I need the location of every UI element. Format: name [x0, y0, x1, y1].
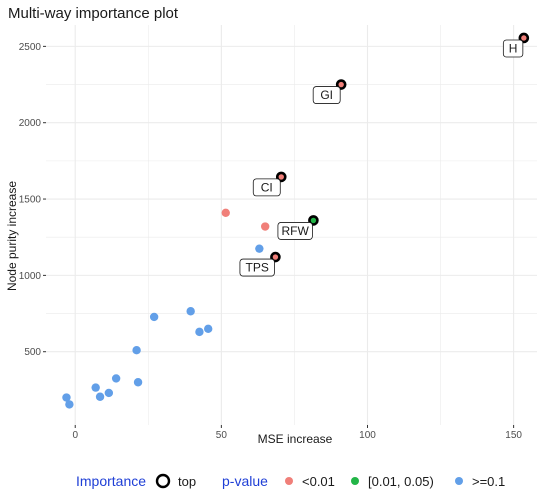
data-point-top	[518, 32, 530, 44]
data-point	[104, 388, 114, 398]
legend-importance-title: Importance	[76, 473, 146, 489]
point-label: CI	[261, 180, 273, 194]
y-tick-label: 1000	[19, 271, 42, 282]
y-axis-title: Node purity increase	[5, 181, 19, 291]
label-box	[239, 258, 275, 277]
data-point-top	[275, 171, 287, 183]
data-point	[195, 327, 204, 337]
point-label: H	[509, 41, 518, 55]
data-point	[260, 222, 270, 231]
axis-ticks: 0 50 100 150 500 1000 1500 2000 2500	[19, 42, 523, 441]
data-point	[186, 307, 195, 316]
legend-label-lt001: <0.01	[302, 474, 335, 489]
point-labels: H GI CI RFW TPS	[239, 39, 524, 277]
chart-title: Multi-way importance plot	[8, 5, 179, 22]
y-tick-label: 500	[24, 347, 41, 358]
data-point	[133, 378, 143, 387]
x-tick-label: 150	[505, 430, 522, 441]
data-points	[62, 32, 530, 409]
label-box	[277, 222, 313, 240]
legend-label-ge01: >=0.1	[472, 474, 505, 489]
data-point	[95, 392, 105, 401]
data-point	[221, 208, 230, 217]
legend-top-key	[155, 473, 171, 489]
data-point-top	[270, 251, 281, 263]
x-tick-label: 0	[72, 430, 78, 441]
legend-key-001-005	[351, 477, 359, 485]
label-box	[312, 86, 341, 104]
data-point-top	[335, 79, 347, 90]
data-point	[111, 374, 121, 383]
data-point	[149, 312, 159, 322]
data-point	[91, 383, 100, 392]
data-point	[204, 324, 213, 334]
point-label: GI	[320, 88, 333, 102]
x-tick-label: 100	[359, 430, 376, 441]
data-point-top	[308, 215, 319, 226]
legend-top-label: top	[178, 474, 196, 489]
data-point	[255, 244, 264, 253]
legend: Importance top p-value <0.01 [0.01, 0.05…	[76, 473, 505, 489]
data-point	[65, 400, 74, 409]
point-label: RFW	[282, 224, 310, 238]
data-point	[132, 345, 141, 355]
label-box	[502, 39, 524, 58]
legend-key-ge01	[455, 477, 463, 485]
y-tick-label: 2000	[19, 118, 42, 129]
x-axis-title: MSE increase	[258, 432, 333, 446]
legend-pvalue-title: p-value	[222, 473, 268, 489]
y-tick-label: 1500	[19, 195, 42, 206]
legend-key-lt001	[285, 477, 293, 485]
y-tick-label: 2500	[19, 42, 42, 53]
data-point	[62, 393, 71, 402]
x-tick-label: 50	[216, 430, 228, 441]
label-box	[252, 178, 281, 197]
legend-label-001-005: [0.01, 0.05)	[368, 474, 434, 489]
point-label: TPS	[246, 261, 269, 275]
